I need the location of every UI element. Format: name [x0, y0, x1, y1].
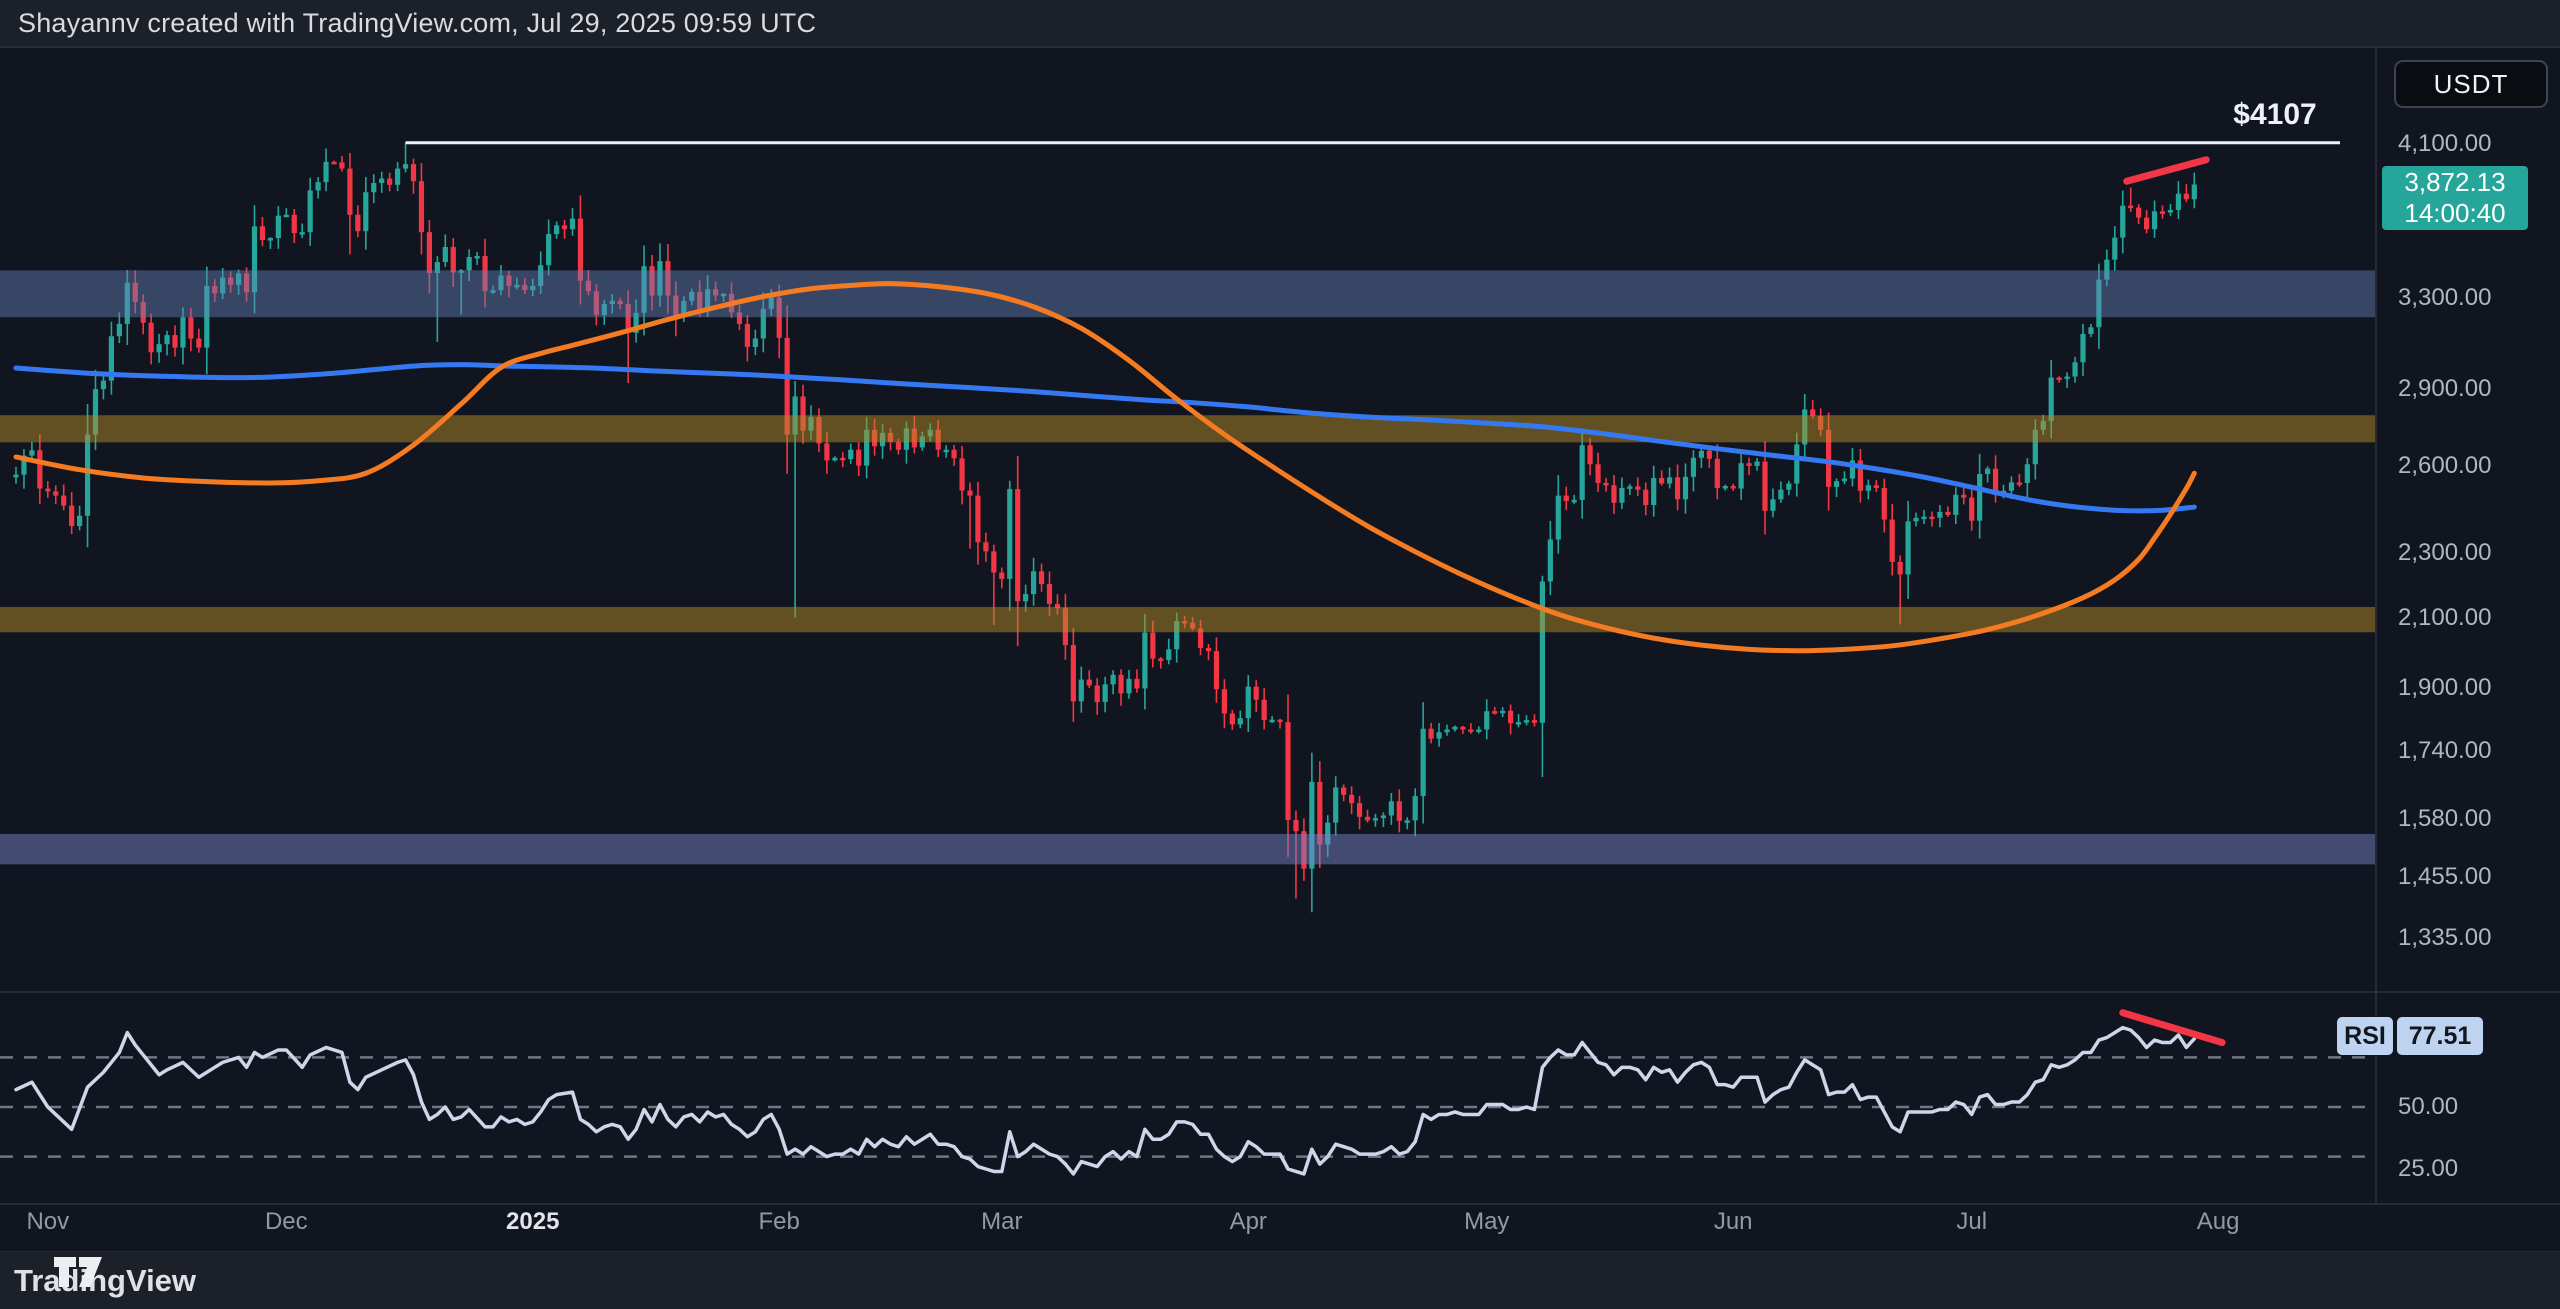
- price-trendline[interactable]: [2123, 156, 2210, 185]
- ma-blue-line: [13, 362, 2197, 514]
- price-tick-label: 4,100.00: [2398, 130, 2492, 157]
- support-zone-violet: [0, 833, 2376, 865]
- price-tick-label: 2,100.00: [2398, 603, 2492, 631]
- last-price-badge: 3,872.13 14:00:40: [2382, 166, 2528, 230]
- time-tick-label-feb: Feb: [758, 1208, 800, 1235]
- rsi-grid-lines: [0, 1056, 2376, 1158]
- price-tick-label: 1,335.00: [2398, 924, 2492, 952]
- time-tick-label-nov: Nov: [26, 1208, 70, 1235]
- price-tick-label: 1,455.00: [2398, 863, 2492, 891]
- rsi-tick-label: 25.00: [2398, 1155, 2459, 1182]
- time-tick-label-apr: Apr: [1229, 1208, 1267, 1235]
- candles-layer: [13, 142, 2197, 913]
- rsi-value-badge: 77.51: [2397, 1017, 2483, 1055]
- price-tick-label: 2,900.00: [2398, 375, 2492, 403]
- attribution-text: Shayannv created with TradingView.com, J…: [18, 7, 817, 38]
- currency-badge: USDT: [2394, 60, 2548, 108]
- price-tick-label: 1,900.00: [2398, 674, 2492, 702]
- zone-olive-lower: [0, 606, 2376, 633]
- rsi-indicator-label: RSI: [2337, 1017, 2393, 1055]
- brand-name[interactable]: TradingView: [14, 1263, 197, 1298]
- chart-canvas[interactable]: [0, 46, 2560, 1251]
- pane-borders: [0, 46, 2560, 1205]
- time-tick-label-dec: Dec: [264, 1208, 308, 1235]
- time-tick-label-jul: Jul: [1956, 1208, 1988, 1235]
- time-tick-label-mar: Mar: [981, 1208, 1023, 1235]
- attribution-bar: Shayannv created with TradingView.com, J…: [0, 0, 2560, 46]
- price-tick-label: 2,300.00: [2398, 539, 2492, 567]
- bar-countdown: 14:00:40: [2404, 198, 2506, 228]
- time-tick-label-aug: Aug: [2196, 1208, 2240, 1235]
- tradingview-logo-icon[interactable]: [52, 1252, 104, 1292]
- rsi-trendline[interactable]: [2119, 1009, 2226, 1047]
- time-tick-label-2025: 2025: [506, 1208, 560, 1235]
- price-zones-layer: [0, 270, 2376, 865]
- price-tick-label: 2,600.00: [2398, 452, 2492, 480]
- price-tick-label: 1,740.00: [2398, 736, 2492, 764]
- resistance-price-label: $4107: [2233, 98, 2317, 131]
- time-tick-label-may: May: [1464, 1208, 1510, 1235]
- price-tick-label: 1,580.00: [2398, 805, 2492, 833]
- rsi-line: [14, 1025, 2197, 1176]
- price-tick-label: 3,300.00: [2398, 283, 2492, 311]
- last-price-value: 3,872.13: [2404, 167, 2506, 197]
- zone-olive-upper: [0, 415, 2376, 443]
- ma-orange-line: [13, 281, 2197, 654]
- chart-container[interactable]: USDT $4107 3,872.13 14:00:40 RSI 77.51 4…: [0, 46, 2560, 1251]
- footer-bar: TradingView: [0, 1251, 2560, 1309]
- time-tick-label-jun: Jun: [1713, 1208, 1753, 1235]
- resistance-zone-blue: [0, 270, 2376, 318]
- rsi-tick-label: 50.00: [2398, 1093, 2459, 1120]
